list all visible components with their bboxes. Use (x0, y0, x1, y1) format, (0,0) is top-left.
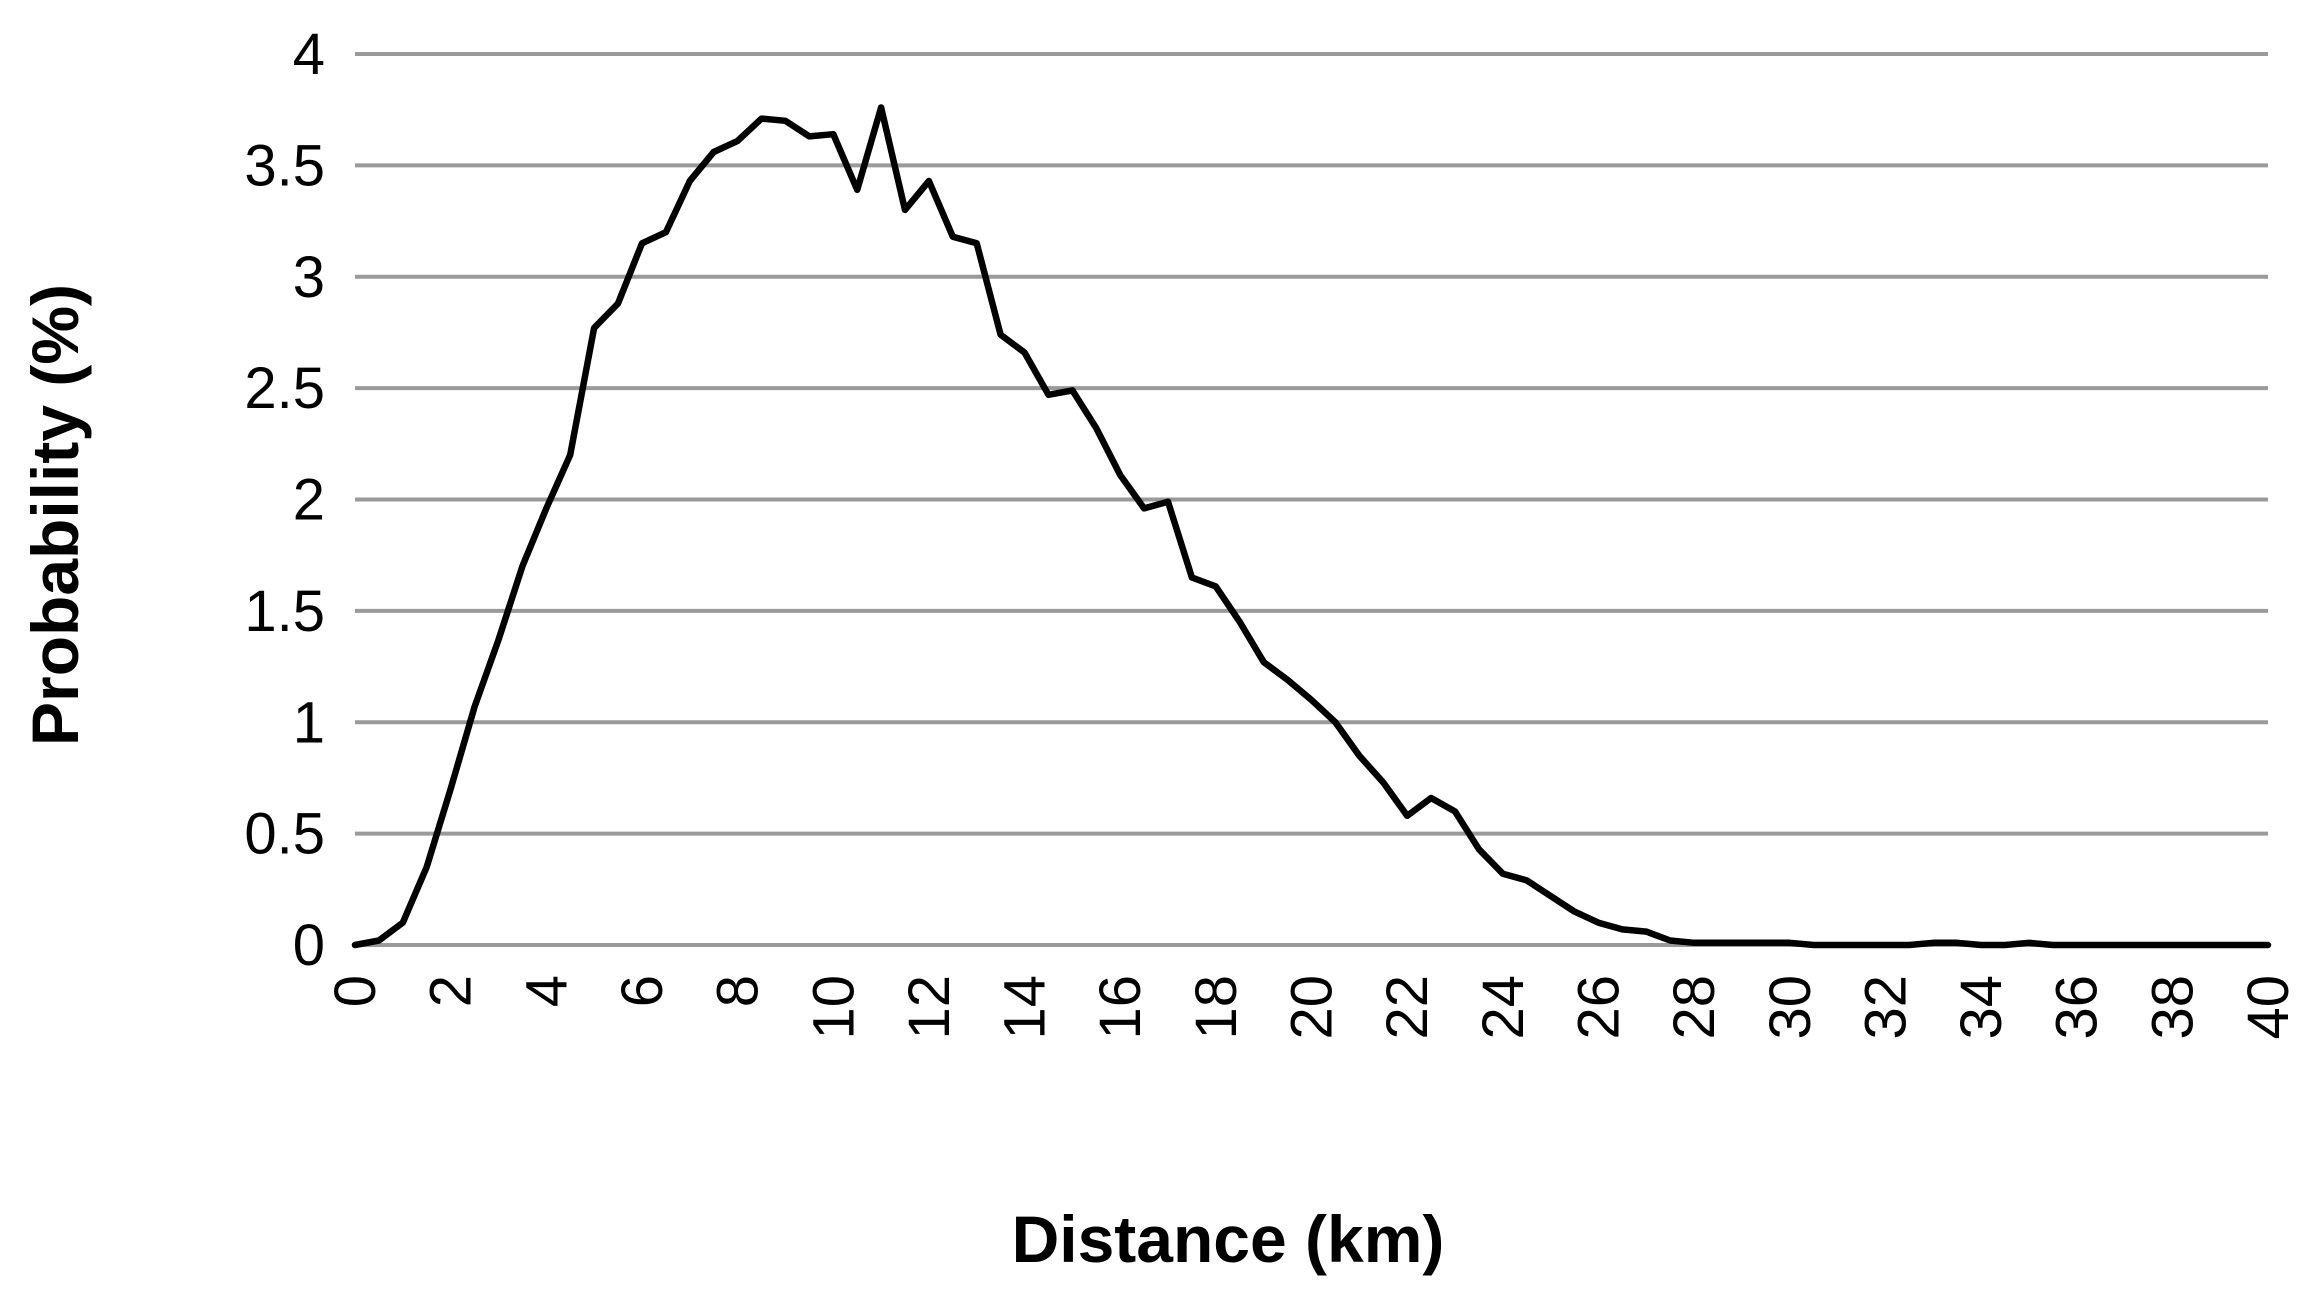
y-tick-label: 2.5 (244, 356, 325, 421)
x-tick-label: 10 (801, 975, 866, 1040)
x-tick-label: 14 (993, 975, 1058, 1040)
y-tick-label: 0 (293, 913, 325, 978)
x-tick-label: 30 (1758, 975, 1823, 1040)
x-tick-label: 16 (1088, 975, 1153, 1040)
y-tick-label: 2 (293, 468, 325, 533)
x-tick-label: 18 (1184, 975, 1249, 1040)
x-tick-label: 20 (1280, 975, 1345, 1040)
x-tick-label: 22 (1375, 975, 1440, 1040)
y-tick-label: 3.5 (244, 133, 325, 198)
series-layer (351, 104, 2272, 949)
y-tick-label: 1.5 (244, 579, 325, 644)
x-tick-label: 32 (1853, 975, 1918, 1040)
x-tick-label: 0 (323, 975, 388, 1007)
x-tick-label: 8 (706, 975, 771, 1007)
y-tick-label: 4 (293, 22, 325, 87)
x-tick-label: 34 (1949, 975, 2014, 1040)
x-tick-label: 36 (2045, 975, 2110, 1040)
x-tick-label: 4 (514, 975, 579, 1007)
x-tick-label: 40 (2236, 975, 2300, 1040)
y-tick-label: 3 (293, 245, 325, 310)
x-tick-label: 38 (2140, 975, 2205, 1040)
x-tick-label: 26 (1566, 975, 1631, 1040)
x-axis-title: Distance (km) (1012, 1202, 1445, 1276)
x-axis-ticks: 0 2 4 6 8 10 12 14 16 18 20 22 24 26 28 30 32 34 36 38 40 (323, 975, 2300, 1040)
y-tick-label: 1 (293, 690, 325, 755)
x-tick-label: 24 (1471, 975, 1536, 1040)
x-tick-label: 12 (897, 975, 962, 1040)
x-tick-label: 2 (419, 975, 484, 1007)
x-tick-label: 6 (610, 975, 675, 1007)
series-line-0 (351, 104, 2272, 949)
x-tick-label: 28 (1662, 975, 1727, 1040)
y-axis-title: Probability (%) (18, 284, 92, 746)
y-axis-ticks: 0 0.5 1 1.5 2 2.5 3 3.5 4 (244, 22, 325, 978)
gridlines (355, 52, 2268, 947)
y-tick-label: 0.5 (244, 802, 325, 867)
